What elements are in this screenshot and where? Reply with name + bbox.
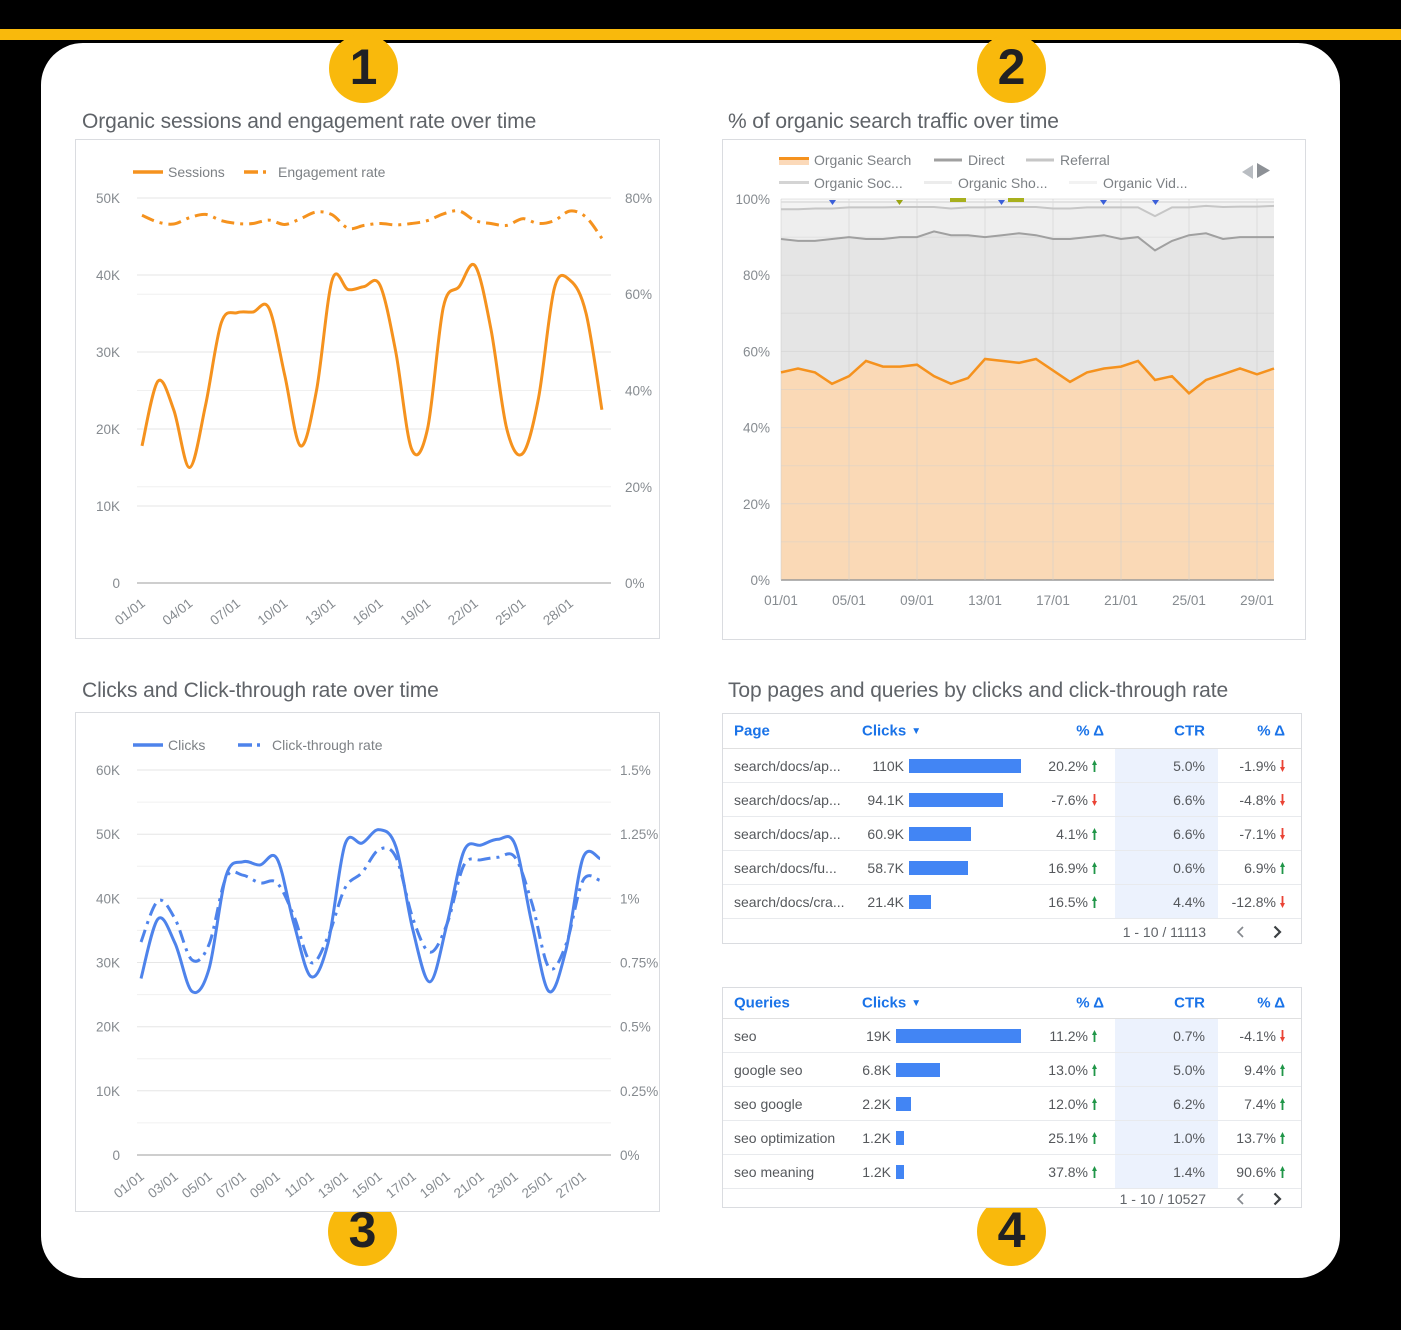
svg-text:25/01: 25/01 bbox=[1172, 593, 1206, 608]
svg-text:Engagement rate: Engagement rate bbox=[278, 164, 386, 180]
svg-text:19/01: 19/01 bbox=[397, 596, 433, 629]
svg-text:50K: 50K bbox=[96, 191, 120, 206]
svg-text:Click-through rate: Click-through rate bbox=[272, 737, 383, 753]
svg-text:01/01: 01/01 bbox=[764, 593, 798, 608]
svg-text:05/01: 05/01 bbox=[832, 593, 866, 608]
svg-text:0.25%: 0.25% bbox=[620, 1084, 658, 1099]
svg-text:Organic Search: Organic Search bbox=[814, 152, 911, 168]
svg-text:Organic Sho...: Organic Sho... bbox=[958, 175, 1048, 191]
svg-text:10/01: 10/01 bbox=[255, 596, 291, 629]
svg-text:Clicks: Clicks bbox=[168, 737, 205, 753]
svg-text:09/01: 09/01 bbox=[247, 1169, 283, 1202]
svg-text:07/01: 07/01 bbox=[207, 596, 243, 629]
svg-text:25/01: 25/01 bbox=[519, 1169, 555, 1202]
svg-text:60%: 60% bbox=[743, 344, 770, 359]
svg-text:10K: 10K bbox=[96, 499, 120, 514]
svg-text:25/01: 25/01 bbox=[493, 596, 529, 629]
svg-text:21/01: 21/01 bbox=[451, 1169, 487, 1202]
svg-text:100%: 100% bbox=[735, 192, 770, 207]
svg-text:22/01: 22/01 bbox=[445, 596, 481, 629]
svg-text:60%: 60% bbox=[625, 287, 652, 302]
svg-text:20K: 20K bbox=[96, 1020, 120, 1035]
svg-text:Sessions: Sessions bbox=[168, 164, 225, 180]
svg-text:27/01: 27/01 bbox=[553, 1169, 589, 1202]
svg-text:40%: 40% bbox=[625, 384, 652, 399]
svg-text:0%: 0% bbox=[620, 1148, 640, 1163]
svg-text:28/01: 28/01 bbox=[540, 596, 576, 629]
svg-text:0.5%: 0.5% bbox=[620, 1020, 651, 1035]
svg-text:17/01: 17/01 bbox=[1036, 593, 1070, 608]
svg-text:20%: 20% bbox=[625, 480, 652, 495]
svg-text:Referral: Referral bbox=[1060, 152, 1110, 168]
svg-text:Organic Vid...: Organic Vid... bbox=[1103, 175, 1188, 191]
svg-text:01/01: 01/01 bbox=[112, 596, 148, 629]
svg-text:60K: 60K bbox=[96, 763, 120, 778]
svg-text:80%: 80% bbox=[743, 268, 770, 283]
svg-text:0%: 0% bbox=[625, 576, 645, 591]
svg-text:40%: 40% bbox=[743, 421, 770, 436]
svg-text:Organic Soc...: Organic Soc... bbox=[814, 175, 903, 191]
svg-text:10K: 10K bbox=[96, 1084, 120, 1099]
svg-text:01/01: 01/01 bbox=[111, 1169, 147, 1202]
svg-text:50K: 50K bbox=[96, 827, 120, 842]
svg-text:Direct: Direct bbox=[968, 152, 1005, 168]
svg-text:1.5%: 1.5% bbox=[620, 763, 651, 778]
svg-text:04/01: 04/01 bbox=[160, 596, 196, 629]
svg-text:0.75%: 0.75% bbox=[620, 956, 658, 971]
svg-text:40K: 40K bbox=[96, 268, 120, 283]
svg-text:11/01: 11/01 bbox=[282, 1169, 317, 1201]
svg-text:30K: 30K bbox=[96, 956, 120, 971]
svg-text:13/01: 13/01 bbox=[315, 1169, 351, 1202]
svg-text:0: 0 bbox=[112, 576, 120, 591]
svg-text:30K: 30K bbox=[96, 345, 120, 360]
svg-text:05/01: 05/01 bbox=[179, 1169, 215, 1202]
svg-text:13/01: 13/01 bbox=[302, 596, 338, 629]
svg-text:13/01: 13/01 bbox=[968, 593, 1002, 608]
svg-text:07/01: 07/01 bbox=[213, 1169, 249, 1202]
svg-text:19/01: 19/01 bbox=[417, 1169, 453, 1202]
svg-text:1%: 1% bbox=[620, 891, 640, 906]
svg-text:1.25%: 1.25% bbox=[620, 827, 658, 842]
svg-text:17/01: 17/01 bbox=[383, 1169, 419, 1202]
svg-text:0: 0 bbox=[112, 1148, 120, 1163]
svg-text:16/01: 16/01 bbox=[350, 596, 386, 629]
svg-text:15/01: 15/01 bbox=[349, 1169, 385, 1202]
svg-text:21/01: 21/01 bbox=[1104, 593, 1138, 608]
svg-text:20%: 20% bbox=[743, 497, 770, 512]
svg-text:20K: 20K bbox=[96, 422, 120, 437]
svg-text:03/01: 03/01 bbox=[145, 1169, 181, 1202]
svg-text:09/01: 09/01 bbox=[900, 593, 934, 608]
svg-text:29/01: 29/01 bbox=[1240, 593, 1274, 608]
svg-text:23/01: 23/01 bbox=[485, 1169, 521, 1202]
svg-text:40K: 40K bbox=[96, 891, 120, 906]
svg-text:80%: 80% bbox=[625, 191, 652, 206]
svg-text:0%: 0% bbox=[750, 573, 770, 588]
